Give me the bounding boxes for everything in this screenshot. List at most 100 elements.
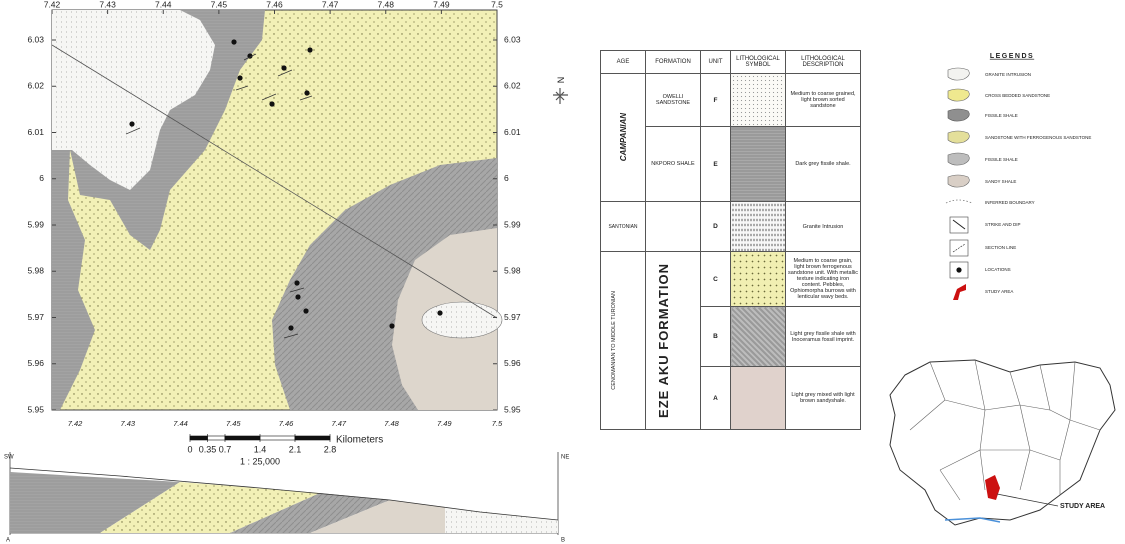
lon-label: 7.43 bbox=[120, 419, 135, 428]
location bbox=[437, 310, 443, 316]
lon-label: 7.48 bbox=[377, 0, 394, 9]
lon-label: 7.45 bbox=[211, 0, 228, 9]
lat-label: 5.98 bbox=[504, 266, 521, 276]
legend: LEGENDS GRANITE INTRUSION CROSS BEDDED SA… bbox=[945, 53, 1091, 300]
legend-label: SECTION LINE bbox=[985, 245, 1016, 250]
lithology-symbol bbox=[730, 126, 786, 202]
latitude-ticks: 6.03 6.03 6.02 6.02 6.01 6.01 6 6 5.99 5.99 5.98 5.… bbox=[27, 34, 520, 414]
geologic-map bbox=[51, 9, 503, 411]
unit: E bbox=[700, 126, 731, 202]
lon-label: 7.49 bbox=[437, 419, 452, 428]
formation: OWELLI SANDSTONE bbox=[645, 73, 701, 127]
legend-swatch bbox=[952, 243, 966, 253]
lat-label: 5.96 bbox=[504, 358, 521, 368]
lon-label: 7.5 bbox=[491, 0, 503, 9]
section-sandstone bbox=[100, 482, 320, 533]
lat-label: 5.99 bbox=[27, 219, 44, 229]
inset-map: STUDY AREA bbox=[889, 359, 1116, 526]
section-line bbox=[51, 44, 498, 319]
state-borders bbox=[909, 359, 1101, 501]
ground-profile bbox=[9, 467, 559, 521]
lon-label: 7.44 bbox=[155, 0, 172, 9]
location bbox=[303, 308, 309, 314]
legend-label: INFERRED BOUNDARY bbox=[985, 200, 1035, 205]
legend-label: FISSILE SHALE bbox=[985, 157, 1018, 162]
description: Dark grey fissile shale. bbox=[785, 126, 861, 202]
lon-label: 7.42 bbox=[68, 419, 83, 428]
lat-label: 6.02 bbox=[504, 81, 521, 91]
header: AGE bbox=[600, 50, 646, 74]
unit: A bbox=[700, 366, 731, 430]
lat-label: 5.97 bbox=[504, 312, 521, 322]
legend-label: GRANITE INTRUSION bbox=[985, 72, 1031, 77]
lon-label: 7.5 bbox=[492, 419, 503, 428]
scale-segment bbox=[207, 435, 226, 441]
location bbox=[294, 280, 300, 286]
lithology-symbol bbox=[730, 366, 786, 430]
scale-label: 0.7 bbox=[219, 444, 232, 454]
lat-label: 6.03 bbox=[504, 34, 521, 44]
age: SANTONIAN bbox=[600, 201, 646, 252]
legend-label: FISSILE SHALE bbox=[985, 113, 1018, 118]
cross-section: SW NE A B bbox=[4, 452, 569, 544]
legend-swatch bbox=[947, 88, 970, 102]
lon-label: 7.46 bbox=[266, 0, 283, 9]
scale-ratio: 1 : 25,000 bbox=[240, 456, 280, 466]
legend-label: LOCATIONS bbox=[985, 267, 1011, 272]
lon-label: 7.44 bbox=[173, 419, 188, 428]
location bbox=[231, 39, 237, 45]
legend-swatch bbox=[947, 108, 970, 122]
lon-label: 7.47 bbox=[322, 0, 339, 9]
legend-swatch bbox=[945, 199, 973, 204]
legend-label: STUDY AREA bbox=[985, 289, 1013, 294]
scale-segment bbox=[259, 435, 296, 441]
scale-segment bbox=[224, 435, 261, 441]
location bbox=[269, 101, 275, 107]
legend-swatch bbox=[947, 174, 970, 188]
header: UNIT bbox=[700, 50, 731, 74]
granite-area bbox=[52, 10, 215, 190]
lon-label: 7.43 bbox=[99, 0, 116, 9]
unit: B bbox=[700, 306, 731, 367]
lon-label: 7.42 bbox=[44, 0, 61, 9]
age: CENOMANIAN TO MIDDLE TURONIAN bbox=[611, 291, 617, 390]
scale-unit: Kilometers bbox=[336, 435, 383, 446]
legend-swatch bbox=[947, 152, 970, 166]
study-area bbox=[985, 475, 1000, 500]
lon-label: 7.46 bbox=[279, 419, 294, 428]
scale-label: 0 bbox=[187, 444, 192, 454]
north-label: N bbox=[556, 77, 566, 84]
location bbox=[304, 90, 310, 96]
formation: NKPORO SHALE bbox=[645, 126, 701, 202]
location bbox=[295, 294, 301, 300]
legend-label: SANDSTONE WITH FERROGENOUS SANDSTONE bbox=[985, 135, 1091, 140]
longitude-ticks: 7.42 7.42 7.43 7.43 7.44 7.44 7.45 7.45 7.46 7.46… bbox=[44, 0, 503, 428]
legend-swatch bbox=[952, 219, 966, 230]
description: Light grey mixed with light brown sandys… bbox=[785, 366, 861, 430]
north-arrow: N bbox=[553, 77, 568, 104]
lat-label: 6.01 bbox=[27, 127, 44, 137]
pointer-line bbox=[996, 493, 1059, 507]
lon-label: 7.49 bbox=[433, 0, 450, 9]
formation: EZE AKU FORMATION bbox=[656, 263, 671, 418]
scale-segment bbox=[189, 435, 208, 441]
section-point: B bbox=[561, 538, 565, 544]
section-fissile-shale bbox=[230, 493, 390, 533]
location bbox=[129, 121, 135, 127]
section-shale bbox=[10, 472, 180, 533]
unit: F bbox=[700, 73, 731, 127]
legend-swatch bbox=[956, 267, 962, 273]
scale-label: 0.35 bbox=[199, 444, 217, 454]
lon-label: 7.47 bbox=[331, 419, 346, 428]
lithology-symbol bbox=[730, 251, 786, 307]
legend-title: LEGENDS bbox=[990, 53, 1034, 60]
unit: D bbox=[700, 201, 731, 252]
locations bbox=[129, 39, 443, 331]
section-granite bbox=[445, 507, 558, 533]
lat-label: 6.02 bbox=[27, 81, 44, 91]
lon-label: 7.45 bbox=[226, 419, 241, 428]
legend-label: CROSS BEDDED SANDSTONE bbox=[985, 93, 1050, 98]
unit: C bbox=[700, 251, 731, 307]
